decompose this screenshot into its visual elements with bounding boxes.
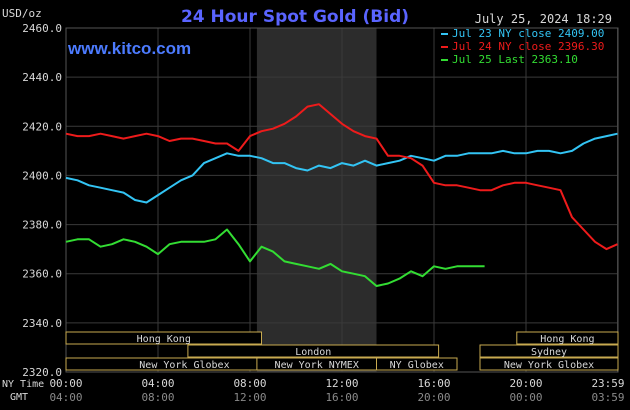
session-label: Hong Kong <box>540 334 594 345</box>
trading-sessions: Hong Kong Hong Kong London Sydney New York G… <box>65 331 619 371</box>
x-axis-ticks: 00:0004:0004:0008:0008:0012:0012:0016:00… <box>49 377 624 404</box>
session-label: NY Globex <box>390 360 444 371</box>
x-tick-label-ny: 16:00 <box>417 377 450 390</box>
x-tick-label-ny: 20:00 <box>509 377 542 390</box>
series-line-0 <box>65 132 618 204</box>
x-tick-label-ny: 08:00 <box>233 377 266 390</box>
x-tick-label-ny: 12:00 <box>325 377 358 390</box>
session-label: New York NYMEX <box>275 360 359 371</box>
session-label: Hong Kong <box>137 334 191 345</box>
grid-lines <box>65 27 619 373</box>
series-line-2 <box>65 228 485 287</box>
y-tick-label: 2360.0 <box>22 268 62 281</box>
series-line-1 <box>65 103 618 251</box>
timestamp: July 25, 2024 18:29 <box>475 12 612 26</box>
session-label: New York Globex <box>504 360 594 371</box>
session-label: Sydney <box>531 347 567 358</box>
nymex-shade <box>256 28 377 372</box>
series-lines <box>65 103 618 287</box>
y-tick-label: 2460.0 <box>22 22 62 35</box>
chart-title: 24 Hour Spot Gold (Bid) <box>181 7 409 27</box>
x-tick-label-ny: 04:00 <box>141 377 174 390</box>
session-box <box>479 357 619 371</box>
y-tick-label: 2440.0 <box>22 71 62 84</box>
session-box <box>376 357 458 371</box>
x-tick-label-gmt: 20:00 <box>417 391 450 404</box>
x-tick-label-gmt: 12:00 <box>233 391 266 404</box>
x-tick-label-gmt: 08:00 <box>141 391 174 404</box>
y-tick-label: 2340.0 <box>22 317 62 330</box>
session-label: London <box>295 347 331 358</box>
session-box <box>479 344 619 358</box>
y-tick-label: 2320.0 <box>22 366 62 379</box>
session-box <box>516 331 619 345</box>
y-tick-label: 2380.0 <box>22 219 62 232</box>
y-tick-label: 2400.0 <box>22 169 62 182</box>
session-box <box>187 344 440 358</box>
x-tick-label-gmt: 04:00 <box>49 391 82 404</box>
y-unit-label: USD/oz <box>2 7 42 20</box>
gmt-label: GMT <box>10 392 28 403</box>
x-tick-label-ny: 00:00 <box>49 377 82 390</box>
legend-entry: Jul 24 NY close 2396.30 <box>452 40 604 53</box>
legend-entry: Jul 25 Last 2363.10 <box>452 53 578 66</box>
y-tick-label: 2420.0 <box>22 120 62 133</box>
session-box <box>65 331 262 345</box>
x-tick-label-gmt: 16:00 <box>325 391 358 404</box>
legend-entry: Jul 23 NY close 2409.00 <box>452 27 604 40</box>
website-link[interactable]: www.kitco.com <box>67 39 191 58</box>
plot-border <box>65 27 619 373</box>
y-axis-ticks: 2460.0 2440.0 2420.0 2400.0 2380.0 2360.0 2340… <box>22 22 62 379</box>
x-tick-label-gmt: 00:00 <box>509 391 542 404</box>
session-label: New York Globex <box>139 360 229 371</box>
ny-time-label: NY Time <box>2 379 44 390</box>
x-tick-label-ny: 23:59 <box>591 377 624 390</box>
x-tick-label-gmt: 03:59 <box>591 391 624 404</box>
